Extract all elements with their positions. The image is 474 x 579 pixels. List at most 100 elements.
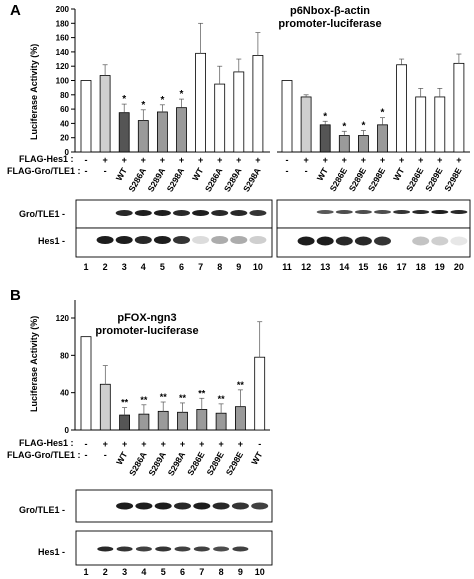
chart-b-significance-mark: ** — [160, 392, 168, 402]
chart-a-y-tick-label: 140 — [56, 48, 70, 57]
chart-b-hes1-sign: + — [141, 439, 146, 449]
blot-label-hes1-b: Hes1 - — [38, 547, 66, 557]
chart-b-hes1-sign: - — [258, 439, 261, 449]
blot-b-gro-band — [212, 502, 230, 510]
blot-b-gro-band — [116, 502, 134, 510]
blot-b-lane-number: 6 — [180, 567, 185, 577]
blot-a-lane-number: 7 — [198, 262, 203, 272]
blot-a-gro-band — [450, 210, 468, 214]
blot-b-lane-number: 3 — [122, 567, 127, 577]
chart-a-bar — [281, 80, 293, 153]
chart-b-significance-mark: ** — [140, 395, 148, 405]
row-label-hes1-a: FLAG-Hes1 : — [19, 154, 74, 164]
blot-a-lane-number: 5 — [160, 262, 165, 272]
blot-a-lane-number: 12 — [301, 262, 311, 272]
chart-b-y-tick-label: 40 — [60, 389, 69, 398]
chart-a-gro-sign: - — [104, 166, 107, 176]
blot-a-hes1-band — [450, 236, 468, 246]
chart-a-y-tick-label: 0 — [65, 148, 70, 157]
chart-a-significance-mark: * — [160, 95, 164, 106]
row-label-gro-a: FLAG-Gro/TLE1 : — [7, 166, 81, 176]
blot-a-gro-band — [211, 210, 229, 216]
blot-a-lane-number: 17 — [397, 262, 407, 272]
blot-a-hes1-band — [249, 236, 267, 244]
chart-a-gro-label: S289E — [347, 166, 369, 193]
blot-a-gro-band — [335, 210, 353, 214]
blot-a-lane-number: 20 — [454, 262, 464, 272]
chart-a-bar — [195, 52, 207, 153]
blot-a-gro-band — [412, 210, 430, 214]
chart-a-bar — [396, 64, 408, 153]
blot-label-gro-b: Gro/TLE1 - — [19, 505, 66, 515]
chart-a-hes1-sign: + — [323, 155, 328, 165]
chart-b-gro-label: S298E — [224, 450, 246, 477]
chart-b-bar — [234, 406, 246, 431]
blot-a-lane-number: 15 — [358, 262, 368, 272]
chart-b-gro-label: S298A — [166, 450, 188, 478]
blot-a-hes1-band — [316, 236, 334, 246]
blot-a-hes1-band — [134, 236, 152, 244]
chart-a-title-line1: p6Nbox-β-actin — [289, 5, 371, 17]
chart-b-hes1-sign: - — [85, 439, 88, 449]
chart-a-bar — [377, 124, 388, 153]
blot-b-hes1-band — [116, 546, 133, 552]
chart-a-hes1-sign: + — [179, 155, 184, 165]
chart-a-gro-label: S289E — [423, 166, 445, 193]
chart-a-hes1-sign: - — [286, 155, 289, 165]
chart-b-y-tick-label: 120 — [56, 314, 70, 323]
chart-a-hes1-sign: + — [217, 155, 222, 165]
blot-label-hes1-a: Hes1 - — [38, 236, 66, 246]
blot-label-gro-a: Gro/TLE1 - — [19, 209, 66, 219]
chart-b-significance-mark: ** — [198, 388, 206, 398]
blot-a-hes1-band — [297, 236, 315, 246]
chart-a-bar — [415, 96, 427, 153]
blot-a-gro-band — [153, 210, 171, 216]
chart-b-gro-label: S286E — [185, 450, 207, 477]
chart-b-significance-mark: ** — [179, 393, 187, 403]
blot-b-lane-number: 4 — [141, 567, 146, 577]
chart-a-bar — [434, 96, 446, 153]
chart-a-hes1-sign: + — [342, 155, 347, 165]
chart-a-gro-sign: - — [286, 166, 289, 176]
chart-a-y-tick-label: 80 — [60, 91, 69, 100]
blot-a-gro-band — [173, 210, 190, 216]
chart-a-gro-label: S286A — [126, 166, 148, 194]
chart-a-hes1-sign: + — [437, 155, 442, 165]
blot-a-hes1-band — [173, 236, 190, 244]
chart-a-y-tick-label: 100 — [56, 77, 70, 86]
chart-b-title-line2: promoter-luciferase — [95, 325, 199, 337]
chart-b-hes1-sign: + — [103, 439, 108, 449]
chart-a-significance-mark: * — [122, 94, 126, 105]
blot-a-gro-band — [393, 210, 411, 214]
chart-a-bar — [338, 135, 350, 153]
chart-b-gro-label: S286A — [127, 450, 149, 478]
chart-b-significance-mark: ** — [218, 394, 226, 404]
blot-a-lane-number: 4 — [141, 262, 146, 272]
blot-b-gro-band — [135, 502, 153, 510]
blot-a-hes1-band — [115, 236, 133, 244]
blot-a-lane-number: 13 — [320, 262, 330, 272]
blot-a-hes1-band — [96, 236, 114, 244]
chart-a-hes1-sign: + — [361, 155, 366, 165]
blot-b-hes1-band — [97, 546, 114, 552]
chart-a-bar — [137, 120, 149, 153]
chart-a-y-tick-label: 40 — [60, 119, 69, 128]
blot-a-lane-number: 1 — [83, 262, 88, 272]
blot-a-gro-band — [134, 210, 152, 216]
blot-a-hes1-band — [374, 236, 391, 246]
blot-a-hes1-band — [412, 236, 430, 246]
blot-b-gro-band — [251, 502, 269, 510]
chart-b-hes1-sign: + — [218, 439, 223, 449]
chart-a-bar — [99, 75, 111, 153]
chart-a-bar — [214, 83, 226, 153]
chart-a-gro-label: WT — [315, 165, 331, 182]
blot-a-lane-number: 6 — [179, 262, 184, 272]
chart-a-gro-sign: - — [305, 166, 308, 176]
blot-b-gro-band — [231, 502, 249, 510]
blot-b-lane-number: 2 — [103, 567, 108, 577]
chart-b-hes1-sign: + — [238, 439, 243, 449]
blot-a-gro-band — [431, 210, 449, 214]
chart-a-bar — [176, 107, 187, 153]
chart-a-significance-mark: * — [180, 89, 184, 100]
blot-a-lane-number: 14 — [339, 262, 349, 272]
